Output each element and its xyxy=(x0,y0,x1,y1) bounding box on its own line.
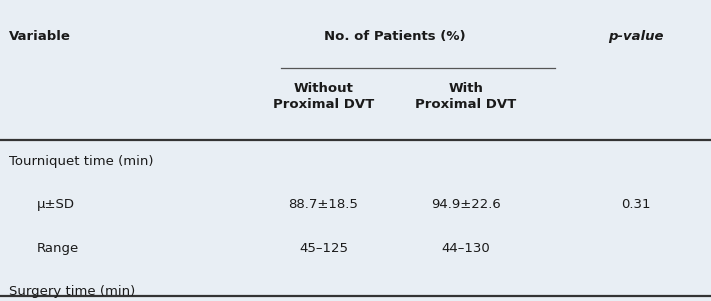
Text: 45–125: 45–125 xyxy=(299,242,348,255)
Text: 88.7±18.5: 88.7±18.5 xyxy=(289,198,358,211)
Text: Without
Proximal DVT: Without Proximal DVT xyxy=(273,82,374,111)
Text: 44–130: 44–130 xyxy=(442,242,490,255)
Text: No. of Patients (%): No. of Patients (%) xyxy=(324,29,466,43)
Text: Range: Range xyxy=(37,242,79,255)
Text: μ±SD: μ±SD xyxy=(37,198,75,211)
Text: Tourniquet time (min): Tourniquet time (min) xyxy=(9,154,153,168)
Text: With
Proximal DVT: With Proximal DVT xyxy=(415,82,516,111)
Text: 0.31: 0.31 xyxy=(621,198,651,211)
Text: p-value: p-value xyxy=(609,29,664,43)
Text: Variable: Variable xyxy=(9,29,70,43)
Text: 94.9±22.6: 94.9±22.6 xyxy=(431,198,501,211)
Text: Surgery time (min): Surgery time (min) xyxy=(9,285,135,299)
